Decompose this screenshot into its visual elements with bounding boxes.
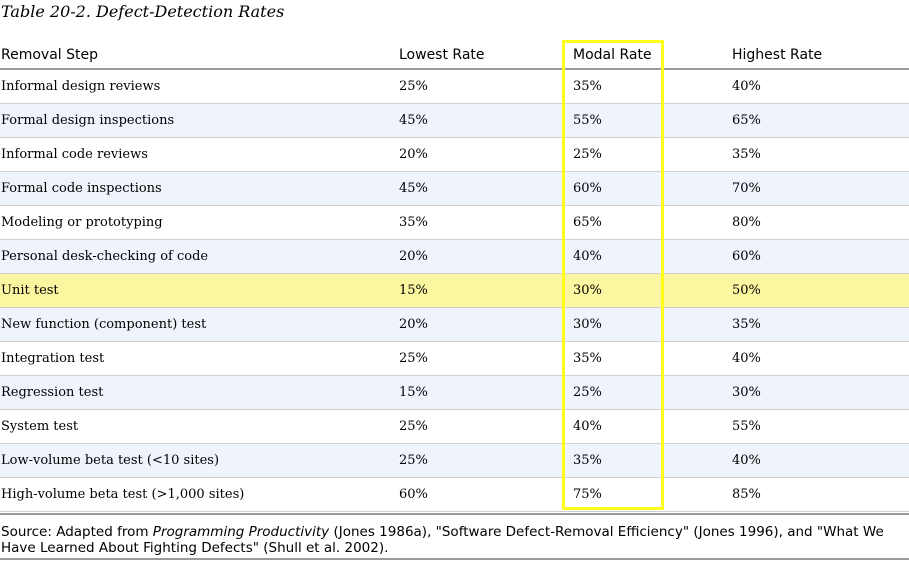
table-row: Informal code reviews 20% 25% 35% (0, 138, 909, 172)
cell-highest-rate: 50% (732, 283, 761, 298)
cell-removal-step: Integration test (1, 351, 105, 366)
cell-modal-rate: 55% (573, 113, 602, 128)
cell-removal-step: Modeling or prototyping (1, 215, 163, 230)
cell-highest-rate: 80% (732, 215, 761, 230)
table-row: Low-volume beta test (<10 sites) 25% 35% 40… (0, 444, 909, 478)
header-removal-step: Removal Step (1, 47, 98, 63)
cell-highest-rate: 85% (732, 487, 761, 502)
cell-modal-rate: 75% (573, 487, 602, 502)
source-book-title: Programming Productivity (152, 524, 330, 540)
cell-highest-rate: 70% (732, 181, 761, 196)
cell-removal-step: New function (component) test (1, 317, 207, 332)
cell-lowest-rate: 15% (399, 283, 428, 298)
header-highest-rate: Highest Rate (732, 47, 823, 63)
table-caption: Table 20-2. Defect-Detection Rates (1, 2, 285, 21)
cell-removal-step: High-volume beta test (>1,000 sites) (1, 487, 245, 502)
cell-highest-rate: 40% (732, 351, 761, 366)
cell-removal-step: Regression test (1, 385, 104, 400)
cell-highest-rate: 65% (732, 113, 761, 128)
cell-lowest-rate: 25% (399, 453, 428, 468)
cell-highest-rate: 35% (732, 147, 761, 162)
cell-lowest-rate: 25% (399, 351, 428, 366)
source-suffix: (Jones 1986a), "Software Defect-Removal … (1, 524, 884, 556)
header-modal-rate: Modal Rate (573, 47, 652, 63)
cell-highest-rate: 35% (732, 317, 761, 332)
cell-lowest-rate: 25% (399, 79, 428, 94)
cell-lowest-rate: 45% (399, 181, 428, 196)
cell-lowest-rate: 20% (399, 317, 428, 332)
cell-removal-step: Unit test (1, 283, 59, 298)
cell-modal-rate: 35% (573, 79, 602, 94)
cell-removal-step: Personal desk-checking of code (1, 249, 209, 264)
cell-modal-rate: 30% (573, 283, 602, 298)
table-row: Formal design inspections 45% 55% 65% (0, 104, 909, 138)
cell-modal-rate: 35% (573, 453, 602, 468)
cell-modal-rate: 30% (573, 317, 602, 332)
cell-lowest-rate: 20% (399, 147, 428, 162)
table-row: Integration test 25% 35% 40% (0, 342, 909, 376)
cell-lowest-rate: 20% (399, 249, 428, 264)
cell-highest-rate: 60% (732, 249, 761, 264)
table-row: System test 25% 40% 55% (0, 410, 909, 444)
table-row: Regression test 15% 25% 30% (0, 376, 909, 410)
cell-modal-rate: 65% (573, 215, 602, 230)
source-prefix: Source: Adapted from (1, 524, 153, 540)
table-source-note: Source: Adapted from Programming Product… (0, 513, 909, 560)
cell-modal-rate: 35% (573, 351, 602, 366)
cell-lowest-rate: 25% (399, 419, 428, 434)
table-row: Modeling or prototyping 35% 65% 80% (0, 206, 909, 240)
cell-removal-step: Informal design reviews (1, 79, 161, 94)
cell-lowest-rate: 60% (399, 487, 428, 502)
cell-removal-step: Informal code reviews (1, 147, 148, 162)
table-header: Removal Step Lowest Rate Modal Rate High… (0, 38, 909, 70)
cell-highest-rate: 30% (732, 385, 761, 400)
cell-removal-step: Formal design inspections (1, 113, 175, 128)
cell-removal-step: System test (1, 419, 79, 434)
cell-highest-rate: 55% (732, 419, 761, 434)
header-lowest-rate: Lowest Rate (399, 47, 485, 63)
cell-modal-rate: 40% (573, 419, 602, 434)
table-row: Informal design reviews 25% 35% 40% (0, 70, 909, 104)
table-row: New function (component) test 20% 30% 35% (0, 308, 909, 342)
cell-removal-step: Low-volume beta test (<10 sites) (1, 453, 220, 468)
cell-modal-rate: 40% (573, 249, 602, 264)
cell-highest-rate: 40% (732, 79, 761, 94)
cell-modal-rate: 25% (573, 385, 602, 400)
cell-lowest-rate: 35% (399, 215, 428, 230)
cell-lowest-rate: 45% (399, 113, 428, 128)
table-row: Formal code inspections 45% 60% 70% (0, 172, 909, 206)
cell-removal-step: Formal code inspections (1, 181, 162, 196)
table-row: Unit test 15% 30% 50% (0, 274, 909, 308)
table-row: High-volume beta test (>1,000 sites) 60% 7… (0, 478, 909, 512)
cell-modal-rate: 60% (573, 181, 602, 196)
cell-highest-rate: 40% (732, 453, 761, 468)
cell-lowest-rate: 15% (399, 385, 428, 400)
defect-rates-table: Removal Step Lowest Rate Modal Rate High… (0, 38, 909, 512)
table-row: Personal desk-checking of code 20% 40% 60% (0, 240, 909, 274)
cell-modal-rate: 25% (573, 147, 602, 162)
